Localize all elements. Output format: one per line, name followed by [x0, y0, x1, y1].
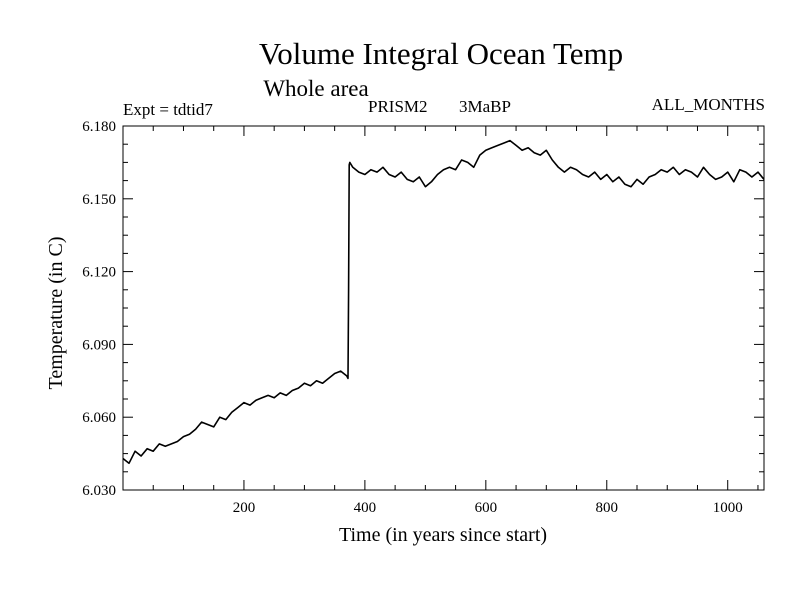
x-tick-label: 600	[475, 500, 498, 516]
x-tick-label: 400	[354, 500, 377, 516]
chart-subtitle: Whole area	[263, 76, 368, 101]
chart-title: Volume Integral Ocean Temp	[259, 36, 623, 71]
temperature-series-line	[122, 139, 765, 465]
y-tick-label: 6.180	[82, 119, 116, 135]
period-label: 3MaBP	[459, 97, 511, 116]
experiment-label: Expt = tdtid7	[123, 100, 213, 119]
y-tick-label: 6.150	[82, 192, 116, 208]
x-axis-ticks: 200 400 600 800 1000	[152, 126, 759, 516]
scenario-label: PRISM2	[368, 97, 428, 116]
y-tick-label: 6.060	[82, 410, 116, 426]
y-axis-label: Temperature (in C)	[45, 237, 67, 390]
y-tick-label: 6.120	[82, 265, 116, 281]
y-axis-ticks: 6.030 6.060 6.090 6.120 6.150 6.180	[82, 119, 764, 499]
months-label: ALL_MONTHS	[652, 95, 765, 114]
y-tick-label: 6.030	[82, 483, 116, 499]
x-tick-label: 800	[596, 500, 619, 516]
plot-frame	[122, 125, 765, 491]
x-axis-label: Time (in years since start)	[339, 524, 547, 546]
x-tick-label: 1000	[713, 500, 743, 516]
x-tick-label: 200	[233, 500, 256, 516]
y-tick-label: 6.090	[82, 337, 116, 353]
